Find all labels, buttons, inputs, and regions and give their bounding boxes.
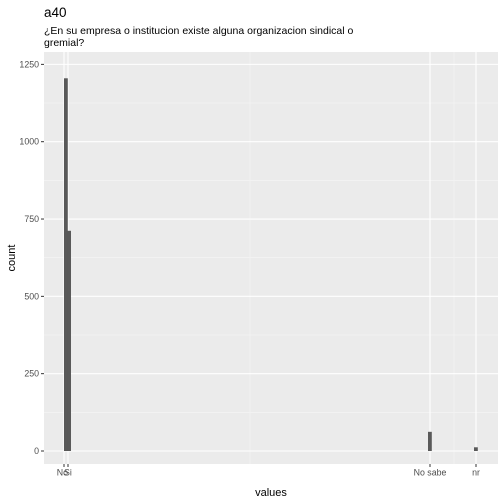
x-tick-label: nr (472, 468, 480, 478)
x-tick-label: No sabe (414, 468, 447, 478)
y-tick-label: 1250 (19, 59, 39, 69)
bar-no (64, 78, 68, 451)
y-tick-label: 250 (24, 369, 39, 379)
chart-subtitle-line-2: gremial? (44, 37, 84, 49)
x-tick-label: No (57, 468, 68, 478)
minor-gridlines (44, 52, 498, 464)
y-tick-label: 500 (24, 291, 39, 301)
bar-no-sabe (428, 431, 432, 451)
y-tick-label: 0 (34, 446, 39, 456)
bars (64, 78, 478, 451)
plot-panel (44, 52, 498, 464)
bar-nr (474, 447, 478, 451)
x-tick-label: Si (64, 468, 72, 478)
chart-title: a40 (44, 5, 67, 20)
y-axis-label: count (6, 245, 18, 272)
bar-si (67, 230, 71, 451)
y-tick-label: 1000 (19, 137, 39, 147)
y-tick-label: 750 (24, 214, 39, 224)
chart-subtitle-line-1: ¿En su empresa o institucion existe algu… (44, 25, 354, 37)
x-axis-label: values (255, 487, 287, 499)
y-axis-ticks: 0 250 500 750 1000 1250 (19, 59, 44, 456)
